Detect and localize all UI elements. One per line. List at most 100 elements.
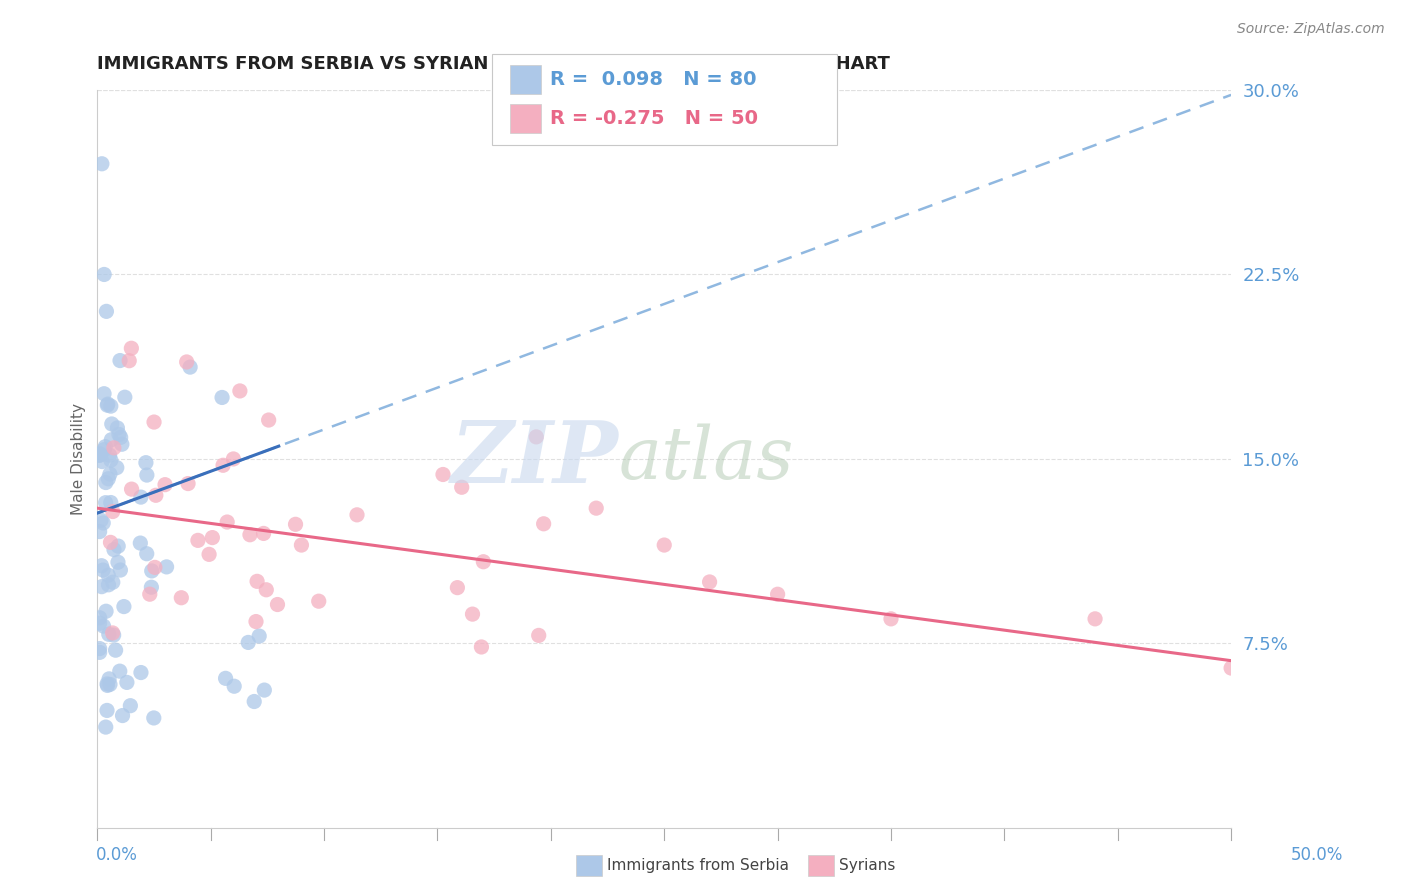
Point [96, 677, 118, 691]
Y-axis label: Male Disability: Male Disability [72, 403, 86, 515]
Text: Immigrants from Serbia: Immigrants from Serbia [607, 858, 789, 872]
Point [527, 628, 550, 642]
Point [96, 703, 118, 717]
Point [98, 467, 121, 481]
Point [1402, 661, 1406, 675]
Point [111, 437, 134, 451]
Point [179, 360, 201, 375]
Point [446, 581, 468, 595]
Point [308, 594, 330, 608]
Point [170, 591, 193, 605]
Point [145, 488, 167, 502]
Point [346, 508, 368, 522]
Point [533, 516, 555, 531]
Point [90, 558, 112, 573]
Point [104, 643, 127, 657]
Point [118, 353, 141, 368]
Point [699, 574, 721, 589]
Point [139, 587, 162, 601]
Point [135, 468, 157, 483]
Point [266, 598, 288, 612]
Point [120, 698, 142, 713]
Point [135, 456, 157, 470]
Point [91, 563, 114, 577]
Point [224, 679, 246, 693]
Point [96, 398, 118, 412]
Point [585, 501, 607, 516]
Point [177, 476, 200, 491]
Point [1220, 661, 1243, 675]
Point [141, 580, 163, 594]
Point [93, 386, 115, 401]
Point [97, 472, 120, 486]
Point [229, 384, 252, 398]
Point [107, 555, 129, 569]
Point [97, 578, 120, 592]
Point [94, 440, 117, 454]
Point [114, 390, 136, 404]
Point [101, 575, 124, 590]
Text: Syrians: Syrians [839, 858, 896, 872]
Point [129, 665, 152, 680]
Point [217, 515, 239, 529]
Point [90, 513, 112, 527]
Point [100, 453, 122, 467]
Point [103, 441, 125, 455]
Point [432, 467, 454, 482]
Point [245, 615, 267, 629]
Point [143, 415, 166, 429]
Point [98, 672, 121, 686]
Point [93, 619, 115, 633]
Point [101, 504, 124, 518]
Point [143, 560, 166, 574]
Point [247, 629, 270, 643]
Point [880, 612, 903, 626]
Point [290, 538, 312, 552]
Point [108, 664, 131, 678]
Point [100, 433, 122, 447]
Point [110, 430, 132, 444]
Point [89, 448, 111, 462]
Point [212, 458, 235, 473]
Point [91, 454, 114, 468]
Point [115, 675, 138, 690]
Point [108, 427, 131, 442]
Text: 50.0%: 50.0% [1291, 846, 1343, 863]
Text: Source: ZipAtlas.com: Source: ZipAtlas.com [1237, 22, 1385, 37]
Point [243, 694, 266, 708]
Point [222, 452, 245, 467]
Point [91, 516, 114, 530]
Point [100, 399, 122, 413]
Point [89, 645, 111, 659]
Point [211, 391, 233, 405]
Point [252, 526, 274, 541]
Point [239, 527, 262, 541]
Point [98, 448, 121, 462]
Point [1084, 612, 1107, 626]
Point [96, 304, 118, 318]
Point [121, 482, 143, 496]
Point [111, 708, 134, 723]
Point [89, 616, 111, 631]
Point [470, 640, 492, 654]
Point [187, 533, 209, 548]
Point [103, 542, 125, 557]
Point [94, 720, 117, 734]
Point [142, 711, 165, 725]
Point [238, 635, 260, 649]
Point [98, 677, 121, 691]
Point [93, 268, 115, 282]
Point [107, 421, 129, 435]
Point [101, 626, 124, 640]
Point [94, 475, 117, 490]
Point [94, 604, 117, 618]
Point [129, 490, 152, 504]
Point [254, 582, 277, 597]
Point [246, 574, 269, 589]
Point [97, 397, 120, 411]
Point [253, 683, 276, 698]
Point [155, 560, 177, 574]
Point [89, 524, 111, 539]
Point [97, 568, 120, 582]
Point [89, 611, 111, 625]
